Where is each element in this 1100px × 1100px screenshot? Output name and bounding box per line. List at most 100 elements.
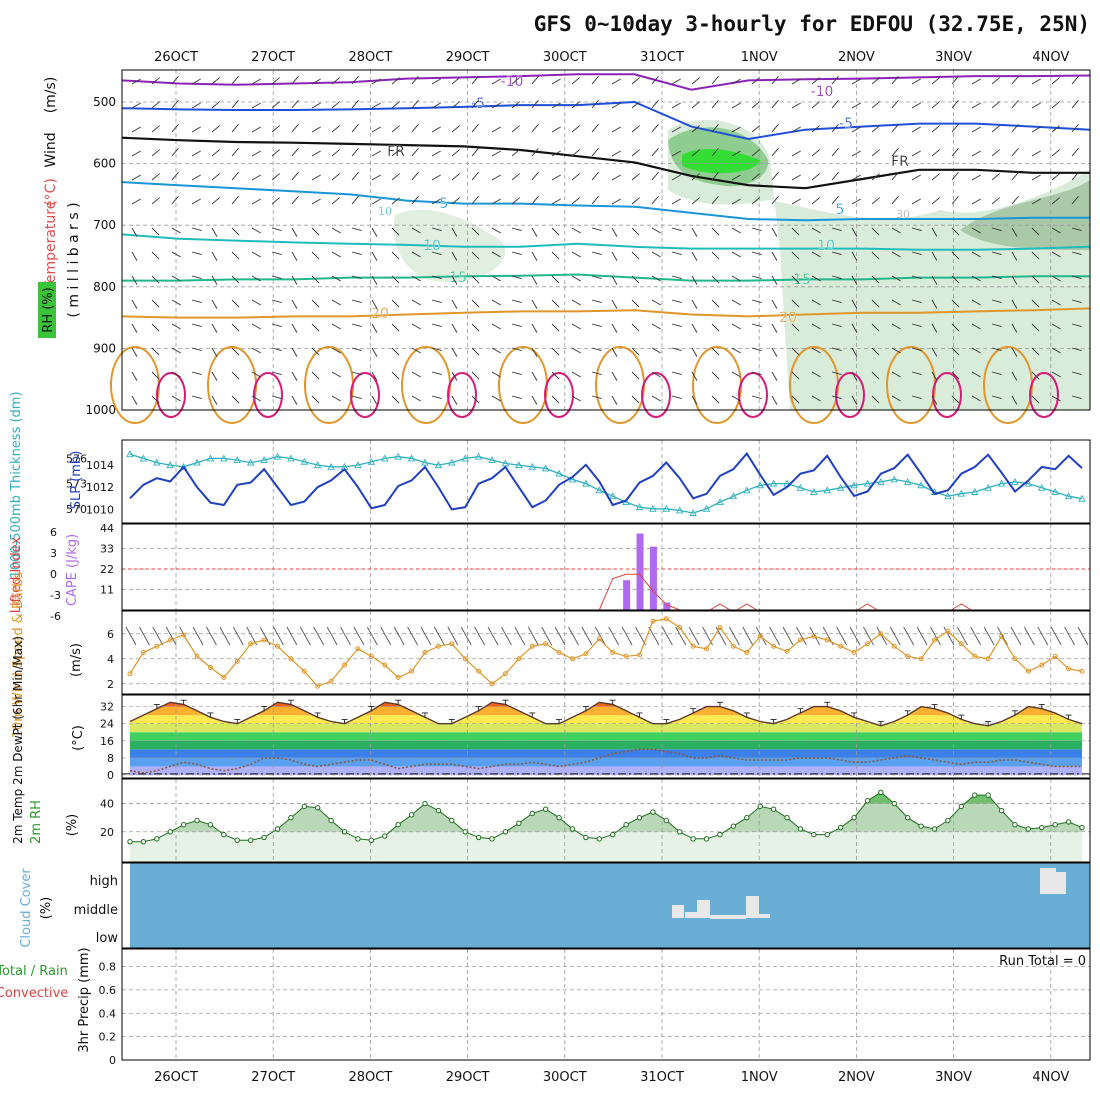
wind-speed-point — [1052, 653, 1058, 659]
wind-barb — [930, 626, 941, 646]
wind-barb — [671, 347, 682, 352]
wind-barb — [551, 323, 560, 332]
wind-barb — [691, 275, 698, 285]
wind-barb — [291, 76, 299, 85]
wind-barb — [251, 395, 261, 402]
wind-speed-point — [274, 643, 280, 649]
wind-barb — [916, 626, 928, 646]
wind-barb — [231, 275, 240, 284]
cape-tick-label: 33 — [100, 543, 114, 556]
ylabel-temp2m: 2m Temp 2m DewPt (6hr Min/Max) — [11, 636, 25, 844]
wind-barb — [631, 347, 640, 356]
wind-barb — [731, 102, 741, 109]
wind-speed-line — [129, 618, 1083, 688]
wind-barb — [951, 100, 959, 109]
wind-barb — [431, 371, 442, 376]
wind-barb — [431, 102, 441, 109]
wind-barb — [131, 371, 138, 381]
wind-barb — [391, 149, 400, 157]
pressure-tick-label: 900 — [93, 341, 116, 355]
bottom-date-label: 4NOV — [1032, 1070, 1069, 1085]
wind-barb — [151, 299, 160, 308]
wind-barb — [171, 275, 181, 282]
thickness-point — [595, 486, 604, 494]
wind-barb — [951, 323, 960, 332]
thickness-point — [126, 450, 134, 458]
minmax-bar — [529, 712, 536, 718]
wind-speed-point — [409, 668, 415, 674]
rh-point — [422, 800, 428, 807]
temp-color-band — [130, 757, 1082, 767]
wind-barb — [1051, 371, 1061, 378]
wind-barb — [351, 251, 362, 256]
rh-point — [435, 807, 442, 814]
wind-barb — [871, 149, 880, 157]
wind-barb — [331, 125, 340, 133]
wind-barb — [751, 173, 760, 181]
wind-barb — [487, 626, 499, 646]
wind-barb — [891, 251, 901, 258]
wind-barb — [291, 196, 299, 205]
wind-barb — [554, 626, 566, 646]
wind-speed-point — [918, 656, 924, 662]
wind-barb — [1051, 77, 1060, 85]
wind-barb — [811, 149, 820, 157]
thickness-point — [903, 477, 912, 485]
wind-barb — [956, 626, 968, 646]
wind-barb — [511, 227, 522, 232]
upper-air-panel: 5006007008009001000-10-5FR5101520-10-5FR… — [38, 69, 1091, 424]
wind-barb — [231, 323, 240, 332]
wind-barb — [351, 76, 359, 85]
wind-barb — [594, 626, 606, 646]
wind-barb — [451, 197, 460, 205]
wind-barb — [1011, 100, 1019, 109]
wind-barb — [755, 626, 767, 646]
precip-tick-label: 0.8 — [99, 961, 117, 974]
wind-speed-point — [382, 662, 388, 668]
wind-barb — [771, 124, 779, 133]
rh-point — [677, 829, 683, 835]
wind-barb — [391, 197, 400, 205]
ylabel-rh2m-unit: (%) — [65, 814, 80, 837]
wind-speed-point — [569, 656, 575, 662]
wind-barb — [691, 299, 698, 309]
panel-frame — [121, 523, 1091, 611]
wind-barb — [1051, 347, 1061, 354]
wind-barb — [171, 100, 179, 109]
thickness-point — [729, 492, 738, 500]
wind-barb — [171, 347, 181, 354]
wind-barb — [231, 347, 240, 356]
thickness-point — [984, 483, 992, 491]
wind-barb — [1064, 626, 1075, 646]
wind-barb — [1011, 172, 1019, 181]
wind-barb — [791, 102, 801, 109]
rh-point — [797, 826, 804, 832]
wind-barb — [531, 172, 539, 181]
wind-barb — [791, 323, 800, 332]
wind-barb — [1011, 371, 1018, 381]
minmax-bar — [475, 706, 482, 711]
thickness-tick-label: 570 — [66, 503, 87, 516]
temp-color-band — [130, 702, 1082, 707]
wind-barb — [211, 149, 220, 157]
wind-barb — [831, 323, 842, 328]
wind-barb — [991, 395, 1002, 400]
thickness-point — [488, 456, 496, 464]
wind-barb — [231, 196, 239, 205]
bottom-date-label: 26OCT — [154, 1070, 198, 1085]
wind-barb — [393, 626, 405, 646]
pressure-tick-label: 800 — [93, 280, 116, 294]
wind-barb — [611, 395, 618, 405]
wind-barb — [451, 395, 458, 405]
wind-barb — [271, 197, 280, 205]
wind-barb — [511, 173, 520, 181]
minmax-bar — [851, 712, 858, 718]
wind-barb — [171, 124, 179, 133]
wind-barb — [551, 251, 560, 260]
wind-barb — [151, 125, 160, 133]
wind-barb — [151, 227, 160, 236]
thickness-point — [381, 454, 389, 462]
wind-barb — [811, 395, 821, 402]
ylabel-lifted-index: Lifted Index — [9, 536, 24, 613]
wind-barb — [631, 125, 640, 133]
